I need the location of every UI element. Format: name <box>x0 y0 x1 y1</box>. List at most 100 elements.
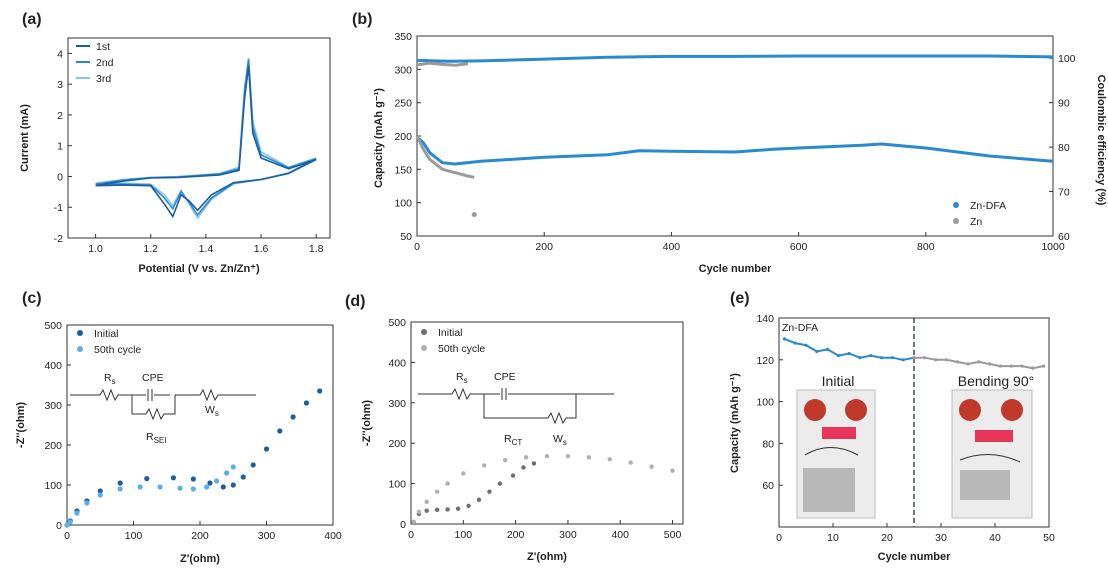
chart-b-xtick-label: 200 <box>535 241 553 253</box>
chart-c-point <box>64 522 70 528</box>
chart-b-ticks: 0 200 400 600 800 1000 50 100 150 200 250 300 350 60 7… <box>394 31 1075 253</box>
chart-a-xtick-label: 1.0 <box>88 243 103 255</box>
chart-a-legend-label: 2nd <box>96 57 114 69</box>
chart-a-ytick-label: -2 <box>54 233 63 245</box>
chart-e-ytick-label: 100 <box>756 397 774 409</box>
chart-e-point <box>1042 364 1046 368</box>
chart-a-ytick-label: 4 <box>57 48 63 60</box>
chart-e-point <box>977 360 981 364</box>
chart-d-legend-swatch <box>421 345 427 351</box>
chart-c-xtick-label: 0 <box>64 530 70 542</box>
chart-d-ytick-label: 400 <box>388 357 406 369</box>
chart-b-xtick-label: 600 <box>790 241 808 253</box>
chart-d-point <box>466 503 471 509</box>
chart-a-ytick-label: 3 <box>57 79 63 91</box>
chart-c-circuit-cpe: CPE <box>142 372 164 384</box>
chart-c: 0 100 200 300 400 0 100 200 300 400 500 Initial 50t… <box>15 320 342 565</box>
chart-d-xtick-label: 100 <box>455 529 473 541</box>
chart-d-ylabel: -Z''(ohm) <box>361 400 373 446</box>
chart-d-point <box>521 465 526 470</box>
chart-d-point <box>670 468 675 473</box>
chart-e-ytick-label: 80 <box>762 438 774 450</box>
chart-a-ylabel: Current (mA) <box>19 104 31 172</box>
chart-b-ytick-label: 50 <box>400 231 412 243</box>
chart-d-point <box>510 473 516 478</box>
chart-d-point <box>565 453 571 459</box>
chart-c-xtick-label: 400 <box>324 530 342 542</box>
chart-b: 0 200 400 600 800 1000 50 100 150 200 250 300 350 60 7… <box>373 31 1107 275</box>
chart-d-circuit-rct-sub: CT <box>512 438 523 447</box>
chart-d-circuit-rct: RCT <box>504 433 522 447</box>
chart-b-ytick-label: 150 <box>394 164 412 176</box>
chart-c-ytick-label: 100 <box>44 480 62 492</box>
chart-a-xlabel: Potential (V vs. Zn/Zn⁺) <box>138 263 260 275</box>
chart-e-point <box>912 356 916 360</box>
chart-c-series <box>64 388 323 528</box>
chart-c-point <box>144 476 150 482</box>
chart-d-ytick-label: 200 <box>388 438 406 450</box>
chart-c-ytick-label: 400 <box>44 360 62 372</box>
chart-a-series <box>95 57 317 220</box>
chart-a-xtick-label: 1.6 <box>254 243 269 255</box>
chart-e-point <box>869 354 873 358</box>
chart-c-legend-swatch <box>77 346 83 352</box>
panel-label-c: (c) <box>22 290 42 307</box>
chart-d-point <box>502 457 508 463</box>
photo-bending-display <box>975 430 1013 442</box>
chart-c-point <box>84 500 90 506</box>
chart-c-circuit-w-sub: s <box>215 409 219 418</box>
chart-c-circuit-rsei-sub: SEI <box>154 436 167 445</box>
chart-a-ytick-label: -1 <box>54 202 63 214</box>
chart-c-point <box>230 464 236 470</box>
chart-e-point <box>804 343 808 347</box>
chart-d-xtick-label: 400 <box>611 529 629 541</box>
chart-c-point <box>157 484 163 490</box>
panel-label-b: (b) <box>352 11 372 28</box>
chart-d-point <box>461 471 466 476</box>
chart-c-point <box>117 486 123 492</box>
chart-d-xtick-label: 300 <box>559 529 577 541</box>
chart-a-ytick-label: 1 <box>57 141 63 153</box>
chart-c-ylabel: -Z''(ohm) <box>15 402 27 448</box>
chart-c-point <box>240 474 246 480</box>
chart-e-point <box>1009 364 1013 368</box>
chart-d-point <box>476 497 482 502</box>
photo-bending-button-right <box>1001 399 1023 421</box>
chart-c-point <box>290 414 296 420</box>
chart-d-point <box>416 509 422 515</box>
photo-initial <box>796 389 876 519</box>
chart-e-annotation-zndfa: Zn-DFA <box>782 322 818 334</box>
chart-c-point <box>277 428 283 434</box>
chart-d-point <box>586 455 592 460</box>
photo-initial-wire <box>804 447 859 456</box>
chart-b-ytick-label: 300 <box>394 64 412 76</box>
chart-c-point <box>317 388 323 394</box>
chart-d-point <box>544 453 550 459</box>
chart-d-point <box>434 489 440 494</box>
chart-e-point <box>955 360 959 364</box>
chart-d-point <box>531 461 537 466</box>
chart-b-series-line <box>416 54 1054 63</box>
chart-e-ticks: 0 10 20 30 40 50 60 80 100 120 140 <box>756 313 1055 544</box>
chart-a-ticks: 1.0 1.2 1.4 1.6 1.8 -2 -1 0 1 2 3 4 <box>54 48 324 255</box>
photo-initial-button-right <box>845 399 867 421</box>
chart-c-point <box>224 470 230 476</box>
chart-d-point <box>628 460 633 465</box>
chart-a-xtick-label: 1.4 <box>199 243 214 255</box>
chart-d-xlabel: Z'(ohm) <box>527 551 567 563</box>
photo-initial-display <box>822 427 856 439</box>
chart-b-y2tick-label: 80 <box>1058 142 1070 154</box>
chart-b-ytick-label: 100 <box>394 198 412 210</box>
chart-d-circuit-r: Rs <box>456 371 468 385</box>
chart-d-circuit-r-sub: s <box>464 376 468 385</box>
chart-b-legend-label: Zn-DFA <box>970 200 1006 212</box>
chart-d-circuit-cpe: CPE <box>494 371 516 383</box>
chart-d-point <box>424 508 429 513</box>
chart-b-ytick-label: 200 <box>394 131 412 143</box>
chart-d-legend-label: Initial <box>438 327 463 339</box>
chart-b-legend: Zn-DFA Zn <box>953 200 1006 228</box>
chart-e-point <box>890 356 895 360</box>
chart-c-point <box>303 400 309 406</box>
chart-a-legend: 1st 2nd 3rd <box>76 41 114 85</box>
chart-a-legend-label: 3rd <box>96 73 111 85</box>
